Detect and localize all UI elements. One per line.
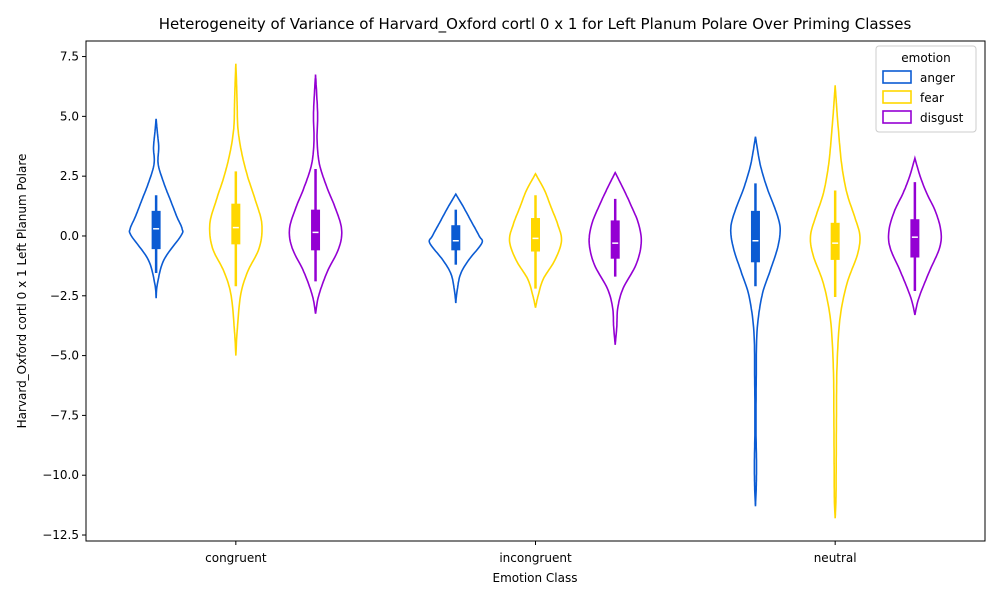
violin-disgust-neutral	[887, 155, 943, 316]
iqr-box-fear-congruent	[231, 203, 241, 245]
x-tick-label: neutral	[814, 551, 857, 565]
violin-disgust-congruent	[288, 74, 343, 314]
y-axis-label: Harvard_Oxford cortl 0 x 1 Left Planum P…	[15, 154, 29, 429]
y-tick-label: 7.5	[60, 50, 79, 64]
y-tick-label: 0.0	[60, 229, 79, 243]
y-tick-label: 5.0	[60, 109, 79, 123]
violin-fear-congruent	[208, 63, 263, 356]
violins	[128, 63, 943, 519]
legend-label-disgust: disgust	[920, 111, 964, 125]
x-axis-label: Emotion Class	[493, 571, 578, 585]
plot-frame	[85, 40, 986, 542]
legend-label-anger: anger	[920, 71, 955, 85]
legend-label-fear: fear	[920, 91, 944, 105]
x-axis: congruent incongruent neutral	[205, 541, 857, 565]
legend-title: emotion	[901, 51, 950, 65]
iqr-box-fear-neutral	[830, 222, 840, 260]
legend-swatch-fear	[882, 90, 912, 104]
x-tick-label: congruent	[205, 551, 267, 565]
legend-swatch-disgust	[882, 110, 912, 124]
x-tick-label: incongruent	[499, 551, 572, 565]
iqr-box-disgust-neutral	[910, 219, 920, 258]
violin-disgust-incongruent	[588, 170, 643, 345]
iqr-box-anger-neutral	[750, 210, 760, 263]
chart-title: Heterogeneity of Variance of Harvard_Oxf…	[159, 15, 912, 34]
violin-anger-incongruent	[428, 192, 484, 304]
iqr-box-disgust-congruent	[311, 209, 321, 251]
legend: emotion anger fear disgust	[875, 45, 977, 133]
violin-fear-incongruent	[508, 172, 563, 308]
violin-anger-congruent	[128, 118, 184, 299]
y-tick-label: −12.5	[42, 528, 79, 542]
iqr-box-anger-congruent	[151, 210, 161, 250]
violin-fear-neutral	[809, 85, 861, 519]
legend-swatch-anger	[882, 70, 912, 84]
violin-anger-neutral	[729, 136, 781, 507]
plot-area: −12.5 −10.0 −7.5 −5.0 −2.5 0.0 2.5 5.0 7.5 congr…	[42, 40, 986, 565]
y-tick-label: 2.5	[60, 169, 79, 183]
y-tick-label: −10.0	[42, 468, 79, 482]
iqr-box-anger-incongruent	[451, 225, 461, 251]
y-tick-label: −5.0	[50, 349, 79, 363]
y-tick-label: −2.5	[50, 289, 79, 303]
iqr-box-disgust-incongruent	[610, 220, 620, 259]
y-axis: −12.5 −10.0 −7.5 −5.0 −2.5 0.0 2.5 5.0 7.5	[42, 50, 86, 542]
y-tick-label: −7.5	[50, 408, 79, 422]
iqr-box-fear-incongruent	[531, 218, 540, 252]
